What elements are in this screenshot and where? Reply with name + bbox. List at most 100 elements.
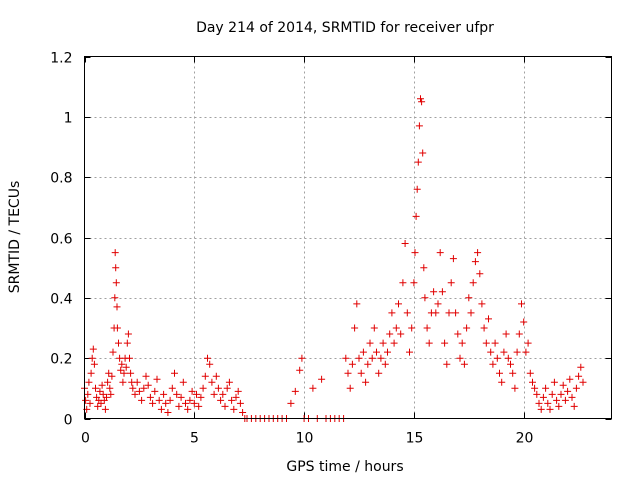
data-point xyxy=(155,396,163,404)
data-point xyxy=(362,378,370,386)
data-point xyxy=(471,258,479,266)
data-point xyxy=(123,339,131,347)
data-point xyxy=(92,384,99,392)
data-point xyxy=(190,399,198,407)
data-point xyxy=(377,354,385,362)
y-tick-label: 0.6 xyxy=(50,232,72,248)
data-point xyxy=(171,369,178,377)
data-point xyxy=(104,378,112,386)
y-axis-label: SRMTID / TECUs xyxy=(7,181,23,294)
data-point xyxy=(555,402,563,410)
data-point xyxy=(230,405,238,413)
data-point xyxy=(219,390,227,398)
data-point xyxy=(504,354,512,362)
data-point xyxy=(513,348,521,356)
data-point xyxy=(381,360,389,368)
data-point xyxy=(370,324,378,332)
data-point xyxy=(84,390,92,398)
data-point xyxy=(411,249,419,257)
y-tick-label: 1.2 xyxy=(50,51,72,67)
data-point xyxy=(309,384,317,392)
data-point xyxy=(449,255,457,263)
data-point xyxy=(162,399,170,407)
data-point xyxy=(557,390,565,398)
data-point xyxy=(193,390,200,398)
data-point xyxy=(149,399,157,407)
data-point xyxy=(129,384,137,392)
data-point xyxy=(177,393,185,401)
data-point xyxy=(168,384,176,392)
data-point xyxy=(415,122,423,130)
data-point xyxy=(485,315,492,323)
data-point xyxy=(318,375,326,383)
data-point xyxy=(502,330,510,338)
data-point xyxy=(97,399,105,407)
data-point xyxy=(217,396,225,404)
data-point xyxy=(531,384,539,392)
data-point xyxy=(355,354,363,362)
data-point xyxy=(351,324,359,332)
data-point xyxy=(133,378,141,386)
tick-labels: 0 0.2 0.4 0.6 0.8 1 1.2 0 5 10 15 20 xyxy=(50,51,533,447)
data-point xyxy=(101,405,109,413)
data-point xyxy=(144,381,152,389)
data-point xyxy=(535,399,543,407)
data-point xyxy=(368,354,376,362)
data-point xyxy=(478,300,486,308)
data-point xyxy=(410,279,418,287)
data-point xyxy=(474,249,482,257)
data-point xyxy=(397,330,405,338)
data-point xyxy=(366,339,374,347)
y-tick-label: 0.4 xyxy=(50,292,72,308)
data-point xyxy=(124,330,132,338)
data-point xyxy=(105,369,113,377)
data-point xyxy=(135,387,143,395)
data-point xyxy=(111,294,119,302)
data-point xyxy=(107,390,115,398)
data-point xyxy=(491,339,499,347)
data-point xyxy=(206,360,214,368)
data-point xyxy=(197,393,205,401)
data-point xyxy=(539,393,547,401)
data-point xyxy=(89,345,97,353)
data-point xyxy=(533,390,541,398)
data-point xyxy=(480,324,488,332)
data-point xyxy=(515,330,523,338)
data-point xyxy=(140,384,148,392)
data-point xyxy=(537,405,545,413)
data-point xyxy=(438,288,446,296)
data-point xyxy=(430,288,438,296)
y-tick-label: 0 xyxy=(64,413,73,429)
data-point xyxy=(96,387,104,395)
data-point xyxy=(357,369,365,377)
data-point xyxy=(520,318,528,326)
data-points xyxy=(81,95,587,422)
data-point xyxy=(153,375,161,383)
data-point xyxy=(524,339,532,347)
data-point xyxy=(223,384,231,392)
data-point xyxy=(98,381,106,389)
data-point xyxy=(239,409,247,416)
data-point xyxy=(291,387,299,395)
data-point xyxy=(570,402,578,410)
data-point xyxy=(526,369,534,377)
data-point xyxy=(175,402,183,410)
data-point xyxy=(160,390,168,398)
data-point xyxy=(413,185,421,193)
data-point xyxy=(395,300,402,308)
data-point xyxy=(364,360,372,368)
data-point xyxy=(419,149,427,157)
data-point xyxy=(420,264,428,272)
data-point xyxy=(99,390,107,398)
x-tick-label: 0 xyxy=(81,431,90,447)
data-point xyxy=(414,158,422,166)
data-point xyxy=(346,384,354,392)
data-point xyxy=(138,396,146,404)
data-point xyxy=(575,372,583,380)
data-point xyxy=(386,330,394,338)
grid-lines xyxy=(84,56,612,419)
y-tick-label: 0.8 xyxy=(50,171,72,187)
data-point xyxy=(106,384,114,392)
data-point xyxy=(342,354,350,362)
data-point xyxy=(88,354,96,362)
